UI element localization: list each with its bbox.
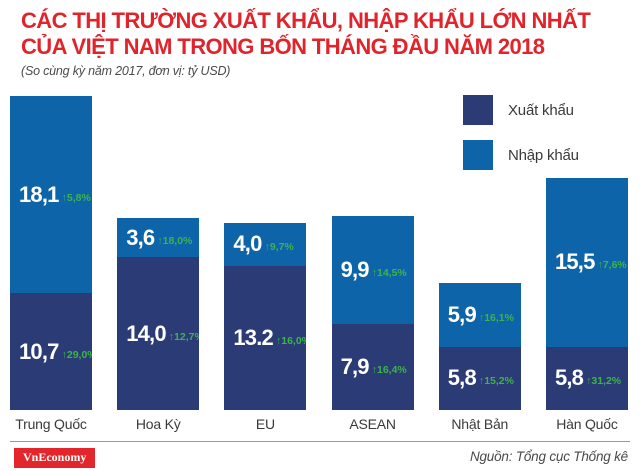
import-bar-segment: 5,9 ↑16,1%	[438, 282, 521, 347]
value-label: 14,0	[126, 320, 166, 346]
value-label: 5,8	[554, 365, 584, 391]
growth-label: ↑14,5%	[371, 266, 407, 279]
export-bar-segment: 5,8 ↑31,2%	[545, 346, 628, 410]
import-bar-segment: 9,9 ↑14,5%	[331, 216, 414, 324]
category-label: Trung Quốc	[15, 416, 87, 432]
export-color-swatch	[463, 95, 493, 125]
growth-label: ↑7,6%	[597, 259, 627, 272]
category-label: Nhật Bản	[451, 416, 509, 432]
value-label: 15,5	[554, 249, 595, 275]
chart-title-line1: CÁC THỊ TRƯỜNG XUẤT KHẨU, NHẬP KHẨU LỚN …	[21, 8, 591, 33]
import-color-swatch	[463, 140, 493, 170]
import-bar-segment: 15,5 ↑7,6%	[545, 177, 628, 347]
value-label: 10,7	[19, 338, 59, 364]
stacked-bar-chart: 18,1↑5,8%10,7↑29,0%Trung Quốc3,6↑18,0%14…	[10, 95, 628, 432]
bar-group-5: 5,9 ↑16,1% 5,8 ↑15,2% Nhật Bản	[438, 95, 521, 432]
bar-group-1: 18,1↑5,8%10,7↑29,0%Trung Quốc	[10, 95, 92, 432]
growth-label: ↑15,2%	[478, 375, 514, 388]
value-label: 7,9	[340, 353, 370, 379]
growth-label: ↑29,0%	[61, 348, 92, 361]
growth-label: ↑5,8%	[61, 191, 91, 204]
growth-label: ↑16,0%	[276, 335, 306, 348]
category-label: Hoa Kỳ	[135, 416, 181, 432]
growth-label: ↑31,2%	[586, 375, 622, 388]
legend-item-import: Nhập khẩu	[463, 140, 579, 170]
bar-group-4: 9,9 ↑14,5% 7,9 ↑16,4% ASEAN	[331, 95, 414, 432]
import-bar-segment: 4,0 ↑9,7%	[224, 222, 307, 267]
source-credit: Nguồn: Tổng cục Thống kê	[469, 449, 628, 464]
export-bar-segment: 7,9 ↑16,4%	[331, 323, 414, 410]
value-label: 18,1	[19, 181, 59, 207]
import-bar-segment: 18,1 ↑5,8%	[10, 96, 92, 294]
chart-subtitle: (So cùng kỳ năm 2017, đơn vị: tỷ USD)	[21, 64, 231, 78]
category-label: Hàn Quốc	[556, 416, 618, 432]
bar-group-6: 15,5 ↑7,6% 5,8 ↑31,2% Hàn Quốc	[545, 95, 628, 432]
legend-label-export: Xuất khẩu	[508, 101, 574, 119]
export-bar-segment: 10,7↑29,0%	[10, 293, 92, 410]
vneconomy-logo: VnEconomy	[14, 448, 96, 468]
value-label: 9,9	[340, 256, 370, 282]
growth-label: ↑9,7%	[264, 241, 294, 254]
bar-group-2: 3,6↑18,0%14,0↑12,7%Hoa Kỳ	[117, 95, 200, 432]
legend-label-import: Nhập khẩu	[508, 146, 579, 164]
growth-label: ↑18,0%	[157, 234, 193, 247]
legend-item-export: Xuất khẩu	[463, 95, 579, 125]
legend: Xuất khẩu Nhập khẩu	[463, 95, 579, 185]
value-label: 5,9	[447, 301, 477, 327]
bar-group-3: 4,0↑9,7%13.2↑16,0%EU	[224, 95, 307, 432]
value-label: 13.2	[233, 325, 273, 351]
chart-title-line2: CỦA VIỆT NAM TRONG BỐN THÁNG ĐẦU NĂM 201…	[21, 34, 545, 59]
growth-label: ↑12,7%	[168, 330, 199, 343]
chart-header: CÁC THỊ TRƯỜNG XUẤT KHẨU, NHẬP KHẨU LỚN …	[21, 8, 621, 78]
footer-divider	[10, 441, 630, 442]
export-bar-segment: 13.2↑16,0%	[224, 266, 307, 410]
export-bar-segment: 5,8 ↑15,2%	[438, 346, 521, 410]
value-label: 4,0	[233, 231, 262, 257]
category-label: EU	[255, 416, 275, 432]
import-bar-segment: 3,6 ↑18,0%	[117, 218, 200, 258]
category-label: ASEAN	[349, 416, 396, 432]
growth-label: ↑16,4%	[371, 363, 407, 376]
chart-title: CÁC THỊ TRƯỜNG XUẤT KHẨU, NHẬP KHẨU LỚN …	[21, 8, 621, 60]
export-bar-segment: 14,0↑12,7%	[117, 257, 200, 410]
growth-label: ↑16,1%	[478, 311, 514, 324]
value-label: 5,8	[447, 365, 477, 391]
value-label: 3,6	[126, 224, 155, 250]
